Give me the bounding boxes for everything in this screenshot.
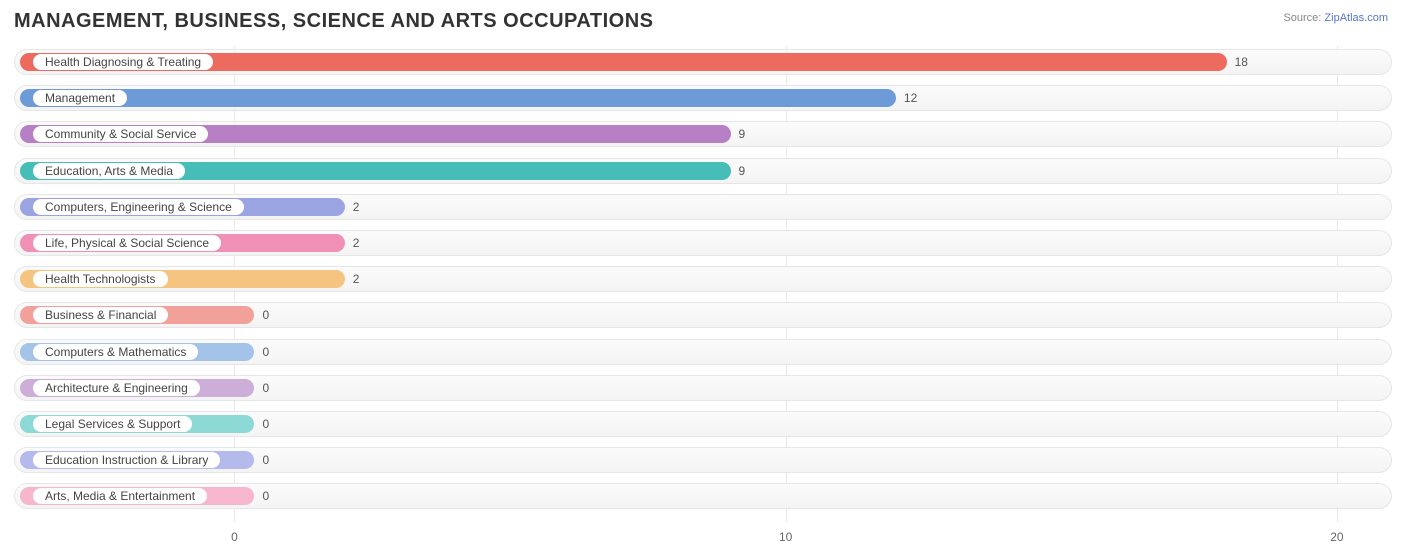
source-label: Source:: [1283, 12, 1321, 24]
bar-value-label: 12: [904, 91, 917, 105]
source-attribution: Source: ZipAtlas.com: [1283, 12, 1388, 24]
chart-row: Computers & Mathematics 0: [14, 336, 1392, 368]
bar-value-label: 0: [262, 417, 269, 431]
chart-area: Health Diagnosing & Treating 18 Management…: [14, 46, 1392, 544]
chart-title: MANAGEMENT, BUSINESS, SCIENCE AND ARTS O…: [0, 0, 1406, 41]
bar-value-label: 2: [353, 272, 360, 286]
category-pill: Legal Services & Support: [32, 415, 193, 433]
chart-row: Life, Physical & Social Science 2: [14, 227, 1392, 259]
x-tick-label: 10: [779, 530, 792, 544]
chart-row: Health Diagnosing & Treating 18: [14, 46, 1392, 78]
category-pill: Architecture & Engineering: [32, 379, 201, 397]
category-pill: Education Instruction & Library: [32, 451, 221, 469]
bar: [20, 89, 896, 107]
bars-container: Health Diagnosing & Treating 18 Management…: [14, 46, 1392, 522]
category-pill: Computers & Mathematics: [32, 343, 199, 361]
category-pill: Computers, Engineering & Science: [32, 198, 245, 216]
x-tick-label: 0: [231, 530, 238, 544]
bar-value-label: 9: [739, 164, 746, 178]
category-pill: Life, Physical & Social Science: [32, 234, 222, 252]
chart-row: Business & Financial 0: [14, 299, 1392, 331]
chart-row: Community & Social Service 9: [14, 118, 1392, 150]
category-pill: Education, Arts & Media: [32, 162, 186, 180]
bar-value-label: 2: [353, 200, 360, 214]
bar-value-label: 0: [262, 489, 269, 503]
chart-row: Computers, Engineering & Science 2: [14, 191, 1392, 223]
category-pill: Arts, Media & Entertainment: [32, 487, 208, 505]
chart-row: Architecture & Engineering 0: [14, 372, 1392, 404]
x-tick-label: 20: [1330, 530, 1343, 544]
chart-row: Education, Arts & Media 9: [14, 155, 1392, 187]
chart-row: Management 12: [14, 82, 1392, 114]
bar-value-label: 18: [1235, 55, 1248, 69]
chart-row: Health Technologists 2: [14, 263, 1392, 295]
category-pill: Health Diagnosing & Treating: [32, 53, 214, 71]
bar-value-label: 0: [262, 345, 269, 359]
bar-value-label: 0: [262, 308, 269, 322]
chart-row: Arts, Media & Entertainment 0: [14, 480, 1392, 512]
source-site: ZipAtlas.com: [1324, 12, 1388, 24]
category-pill: Business & Financial: [32, 306, 169, 324]
chart-row: Legal Services & Support 0: [14, 408, 1392, 440]
bar-value-label: 0: [262, 381, 269, 395]
category-pill: Community & Social Service: [32, 125, 209, 143]
bar-value-label: 2: [353, 236, 360, 250]
bar-value-label: 0: [262, 453, 269, 467]
x-axis: 0 10 20: [14, 526, 1392, 544]
category-pill: Management: [32, 89, 128, 107]
chart-row: Education Instruction & Library 0: [14, 444, 1392, 476]
category-pill: Health Technologists: [32, 270, 169, 288]
bar-value-label: 9: [739, 127, 746, 141]
